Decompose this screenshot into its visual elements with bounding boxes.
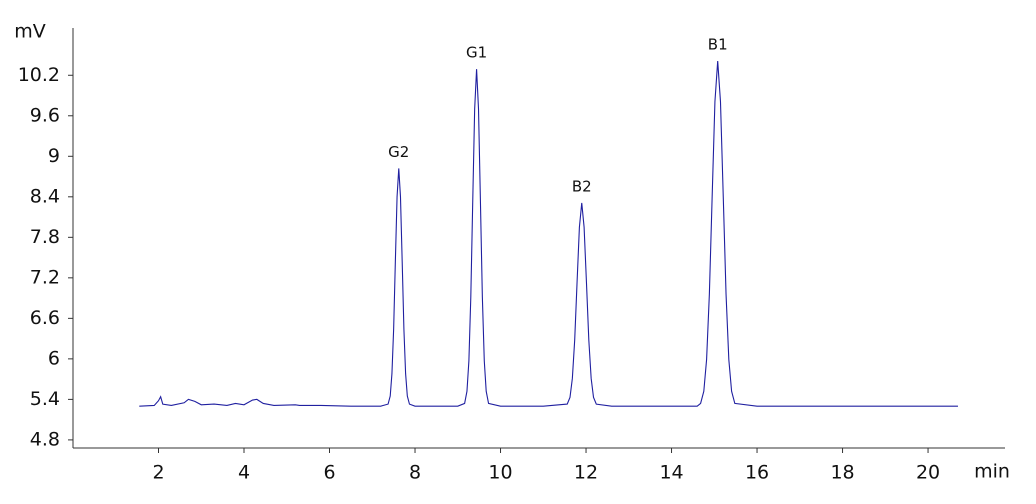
peak-label: G2 bbox=[388, 143, 409, 161]
y-tick-label: 7.8 bbox=[30, 226, 60, 248]
y-tick-label: 9 bbox=[48, 145, 60, 167]
x-tick-label: 16 bbox=[745, 462, 769, 484]
y-tick-label: 8.4 bbox=[30, 185, 60, 207]
x-tick-label: 12 bbox=[574, 462, 598, 484]
x-axis-label: min bbox=[974, 461, 1010, 483]
y-tick-label: 10.2 bbox=[18, 64, 60, 86]
x-tick-label: 20 bbox=[916, 462, 940, 484]
peak-label: G1 bbox=[466, 44, 487, 62]
x-tick-label: 10 bbox=[488, 462, 512, 484]
x-tick-label: 6 bbox=[323, 462, 335, 484]
peak-label: B2 bbox=[572, 177, 592, 195]
x-tick-label: 4 bbox=[238, 462, 250, 484]
x-tick-label: 14 bbox=[659, 462, 683, 484]
x-tick-label: 8 bbox=[409, 462, 421, 484]
x-tick-label: 2 bbox=[152, 462, 164, 484]
y-tick-label: 5.4 bbox=[30, 388, 60, 410]
peak-label: B1 bbox=[708, 36, 728, 54]
y-tick-label: 7.2 bbox=[30, 266, 60, 288]
y-tick-label: 6 bbox=[48, 347, 60, 369]
y-tick-label: 9.6 bbox=[30, 104, 60, 126]
y-tick-label: 6.6 bbox=[30, 307, 60, 329]
chromatogram-line bbox=[139, 61, 958, 407]
x-tick-label: 18 bbox=[830, 462, 854, 484]
y-axis-label: mV bbox=[14, 21, 46, 43]
y-tick-label: 4.8 bbox=[30, 428, 60, 450]
